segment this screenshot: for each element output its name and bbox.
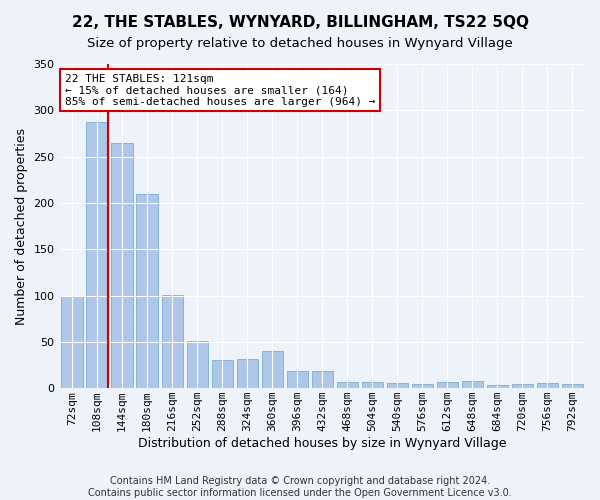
Bar xyxy=(212,360,233,388)
Bar xyxy=(537,382,558,388)
Text: 22 THE STABLES: 121sqm
← 15% of detached houses are smaller (164)
85% of semi-de: 22 THE STABLES: 121sqm ← 15% of detached… xyxy=(65,74,375,107)
Bar xyxy=(287,370,308,388)
Bar xyxy=(236,360,258,388)
Bar xyxy=(412,384,433,388)
Bar xyxy=(86,122,108,388)
Text: Contains HM Land Registry data © Crown copyright and database right 2024.
Contai: Contains HM Land Registry data © Crown c… xyxy=(88,476,512,498)
Bar xyxy=(362,382,383,388)
Bar xyxy=(187,341,208,388)
Bar xyxy=(462,381,483,388)
Bar xyxy=(387,382,408,388)
Bar xyxy=(337,382,358,388)
Bar xyxy=(262,351,283,388)
Text: 22, THE STABLES, WYNYARD, BILLINGHAM, TS22 5QQ: 22, THE STABLES, WYNYARD, BILLINGHAM, TS… xyxy=(71,15,529,30)
Bar xyxy=(512,384,533,388)
Bar xyxy=(112,142,133,388)
X-axis label: Distribution of detached houses by size in Wynyard Village: Distribution of detached houses by size … xyxy=(138,437,506,450)
Bar xyxy=(161,294,183,388)
Bar xyxy=(61,296,83,388)
Bar xyxy=(562,384,583,388)
Bar xyxy=(437,382,458,388)
Bar xyxy=(487,386,508,388)
Bar xyxy=(311,372,333,388)
Bar xyxy=(136,194,158,388)
Y-axis label: Number of detached properties: Number of detached properties xyxy=(15,128,28,324)
Text: Size of property relative to detached houses in Wynyard Village: Size of property relative to detached ho… xyxy=(87,38,513,51)
